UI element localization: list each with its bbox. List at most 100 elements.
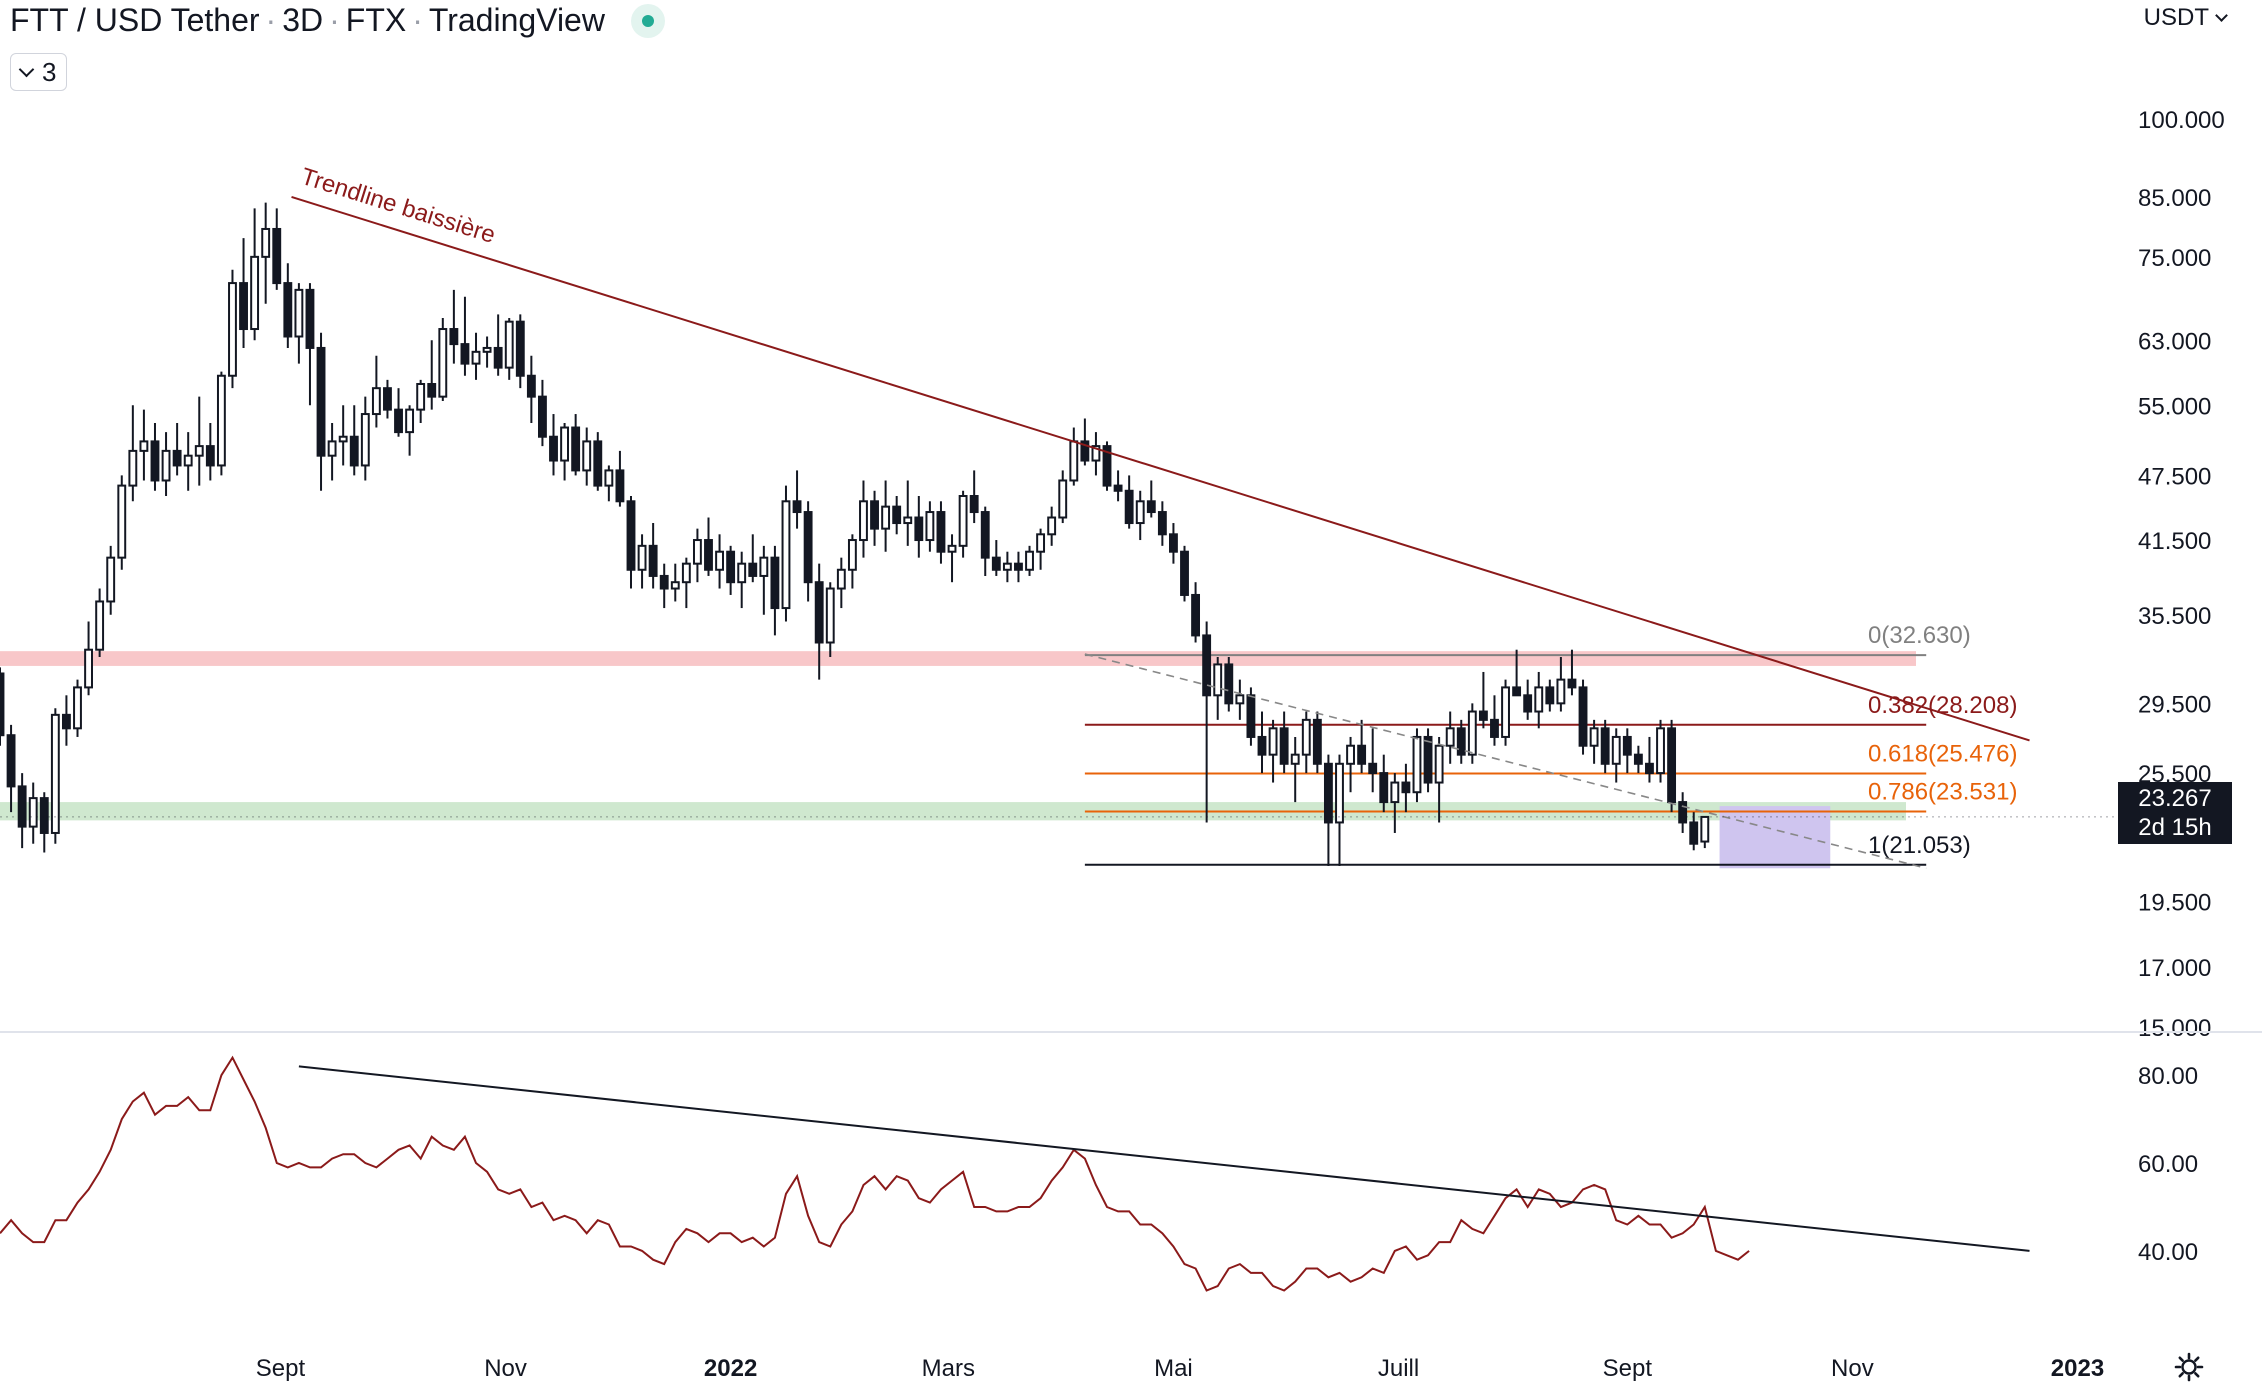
candle-body — [1091, 445, 1101, 462]
candle-body — [637, 544, 647, 571]
candle-body — [1146, 500, 1156, 514]
price-tick-label: 55.000 — [2138, 393, 2211, 420]
candle-body — [759, 556, 769, 577]
candle-body — [870, 500, 879, 530]
candle-body — [737, 562, 747, 584]
time-tick-label: Sept — [256, 1355, 306, 1382]
candle-body — [814, 581, 824, 644]
candle-body — [405, 408, 415, 434]
settings-gear-icon[interactable] — [2174, 1352, 2204, 1382]
indicators-toggle-button[interactable]: 3 — [10, 53, 68, 91]
candle-body — [250, 255, 260, 331]
candle-body — [1556, 678, 1566, 705]
candle-body — [1622, 735, 1632, 756]
symbol-name[interactable]: FTT / USD Tether — [10, 2, 260, 38]
support-zone — [0, 802, 1906, 821]
candle-body — [914, 516, 924, 542]
candle-body — [161, 449, 171, 482]
candle-body — [1611, 735, 1621, 765]
time-tick-label: Nov — [484, 1355, 527, 1382]
candle-body — [560, 426, 570, 462]
candle-body — [969, 495, 979, 514]
candle-body — [504, 320, 514, 369]
candle-body — [1058, 479, 1068, 519]
candle-body — [549, 435, 558, 462]
candle-body — [1014, 562, 1023, 571]
candle-body — [17, 785, 27, 828]
candle-body — [770, 556, 780, 610]
candle-body — [980, 511, 990, 559]
price-tick-label: 29.500 — [2138, 691, 2211, 718]
fib-level-label: 0.382(28.208) — [1868, 692, 2017, 719]
candle-body — [493, 346, 503, 369]
candle-body — [305, 288, 315, 349]
candle-body — [925, 511, 935, 542]
time-tick-label: Mars — [922, 1355, 975, 1382]
candle-body — [6, 734, 16, 788]
candle-body — [836, 568, 846, 590]
candle-body — [681, 562, 691, 584]
candle-body — [360, 413, 370, 467]
candle-body — [704, 539, 713, 571]
candle-body — [1490, 718, 1499, 738]
candle-body — [272, 227, 282, 285]
target-box — [1719, 806, 1831, 869]
candle-body — [1700, 815, 1710, 843]
candle-body — [859, 500, 868, 542]
currency-label: USDT — [2143, 4, 2209, 31]
rsi-tick-label: 40.00 — [2138, 1239, 2198, 1266]
candle-body — [1667, 727, 1677, 804]
candle-body — [538, 395, 547, 438]
candle-body — [1002, 562, 1012, 571]
time-axis: Sept Nov 2022 Mars Mai Juill Sept Nov 2023 — [256, 1355, 2104, 1382]
fib-level-label: 1(21.053) — [1868, 832, 1971, 859]
rsi-tick-label: 80.00 — [2138, 1063, 2198, 1090]
candle-body — [1467, 710, 1477, 756]
candle-body — [84, 648, 93, 689]
candle-body — [1456, 727, 1466, 756]
fib-level-label: 0.618(25.476) — [1868, 741, 2017, 768]
candle-body — [294, 288, 304, 338]
rsi-tick-label: 60.00 — [2138, 1151, 2198, 1178]
time-tick-label: 2022 — [704, 1355, 757, 1382]
candle-body — [571, 426, 581, 472]
candle-body — [1047, 516, 1057, 536]
candle-body — [1656, 727, 1665, 775]
candle-body — [1645, 762, 1654, 775]
price-tick-label: 15.000 — [2138, 1015, 2211, 1042]
platform-label: TradingView — [428, 2, 605, 38]
dashed-trendline — [1084, 653, 1927, 870]
candle-body — [1268, 727, 1278, 756]
time-tick-label: Nov — [1831, 1355, 1874, 1382]
candle-body — [1080, 440, 1090, 462]
candle-body — [615, 469, 625, 503]
candle-body — [892, 505, 902, 525]
candle-body — [172, 449, 182, 467]
candle-body — [1600, 727, 1610, 765]
candle-body — [526, 374, 536, 398]
candle-body — [947, 544, 957, 553]
candle-body — [128, 449, 138, 487]
candle-body — [847, 539, 857, 571]
candle-body — [803, 511, 813, 584]
candle-body — [316, 346, 326, 457]
chart-header: FTT / USD Tether · 3D · FTX · TradingVie… — [10, 2, 665, 39]
candle-body — [150, 440, 160, 482]
candles-layer — [0, 202, 1710, 866]
currency-selector[interactable]: USDT — [2143, 4, 2228, 32]
candle-body — [1257, 735, 1267, 756]
indicator-count: 3 — [42, 56, 57, 87]
candle-body — [1025, 550, 1034, 571]
candle-body — [726, 550, 736, 584]
candle-body — [1357, 744, 1367, 765]
candle-body — [1135, 500, 1145, 525]
candle-body — [1213, 663, 1223, 697]
candle-body — [1335, 762, 1344, 824]
candle-body — [1589, 727, 1599, 747]
interval-label[interactable]: 3D — [282, 2, 324, 38]
candle-body — [1434, 744, 1444, 784]
candle-body — [582, 440, 592, 472]
candle-body — [748, 562, 758, 577]
candle-body — [1124, 489, 1134, 525]
